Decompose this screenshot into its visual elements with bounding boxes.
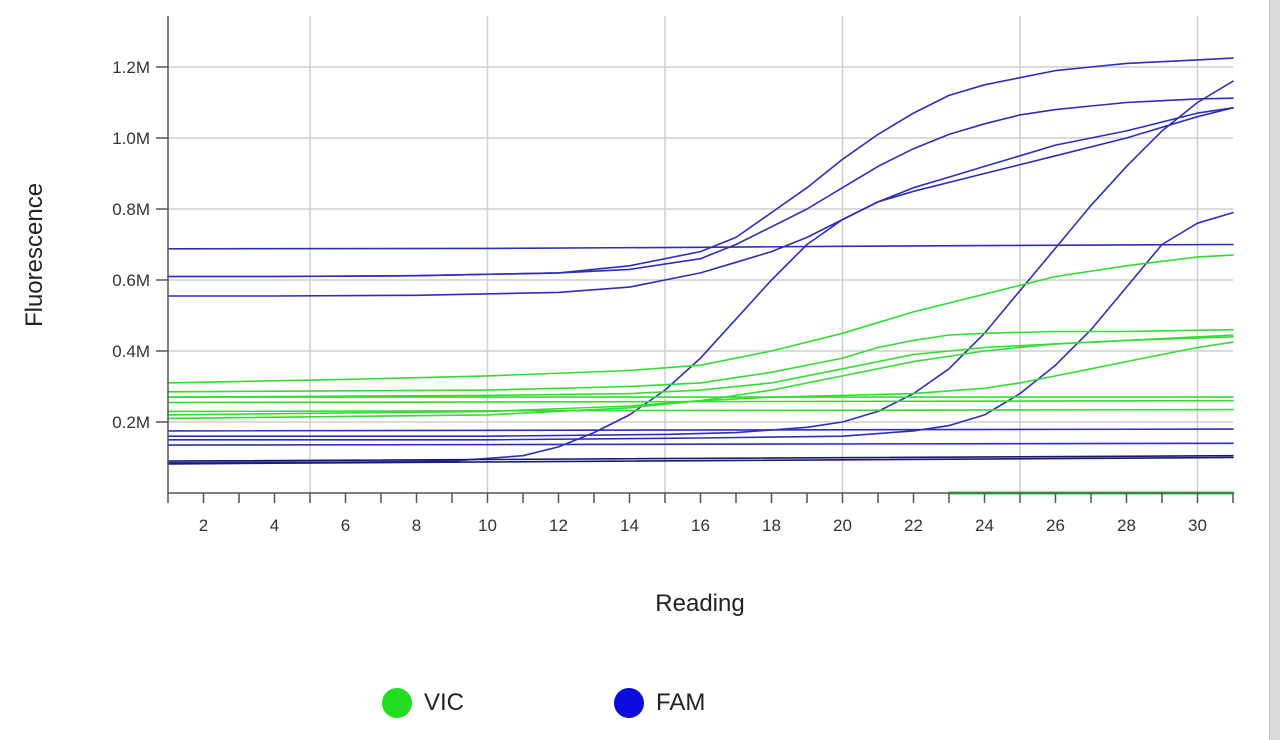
series-line-fam-3[interactable]: [167, 243, 1234, 250]
axis-layer: 0.2M0.4M0.6M0.8M1.0M1.2M2 4 6 8 10 12 14 16 18 20…: [112, 16, 1234, 535]
y-tick-label: 1.0M: [112, 129, 150, 148]
series-line-vic-13[interactable]: [167, 335, 1234, 398]
x-tick-label: 4: [270, 516, 279, 535]
legend-label-fam: FAM: [656, 689, 706, 716]
x-tick-label: 18: [762, 516, 781, 535]
grid-layer: [168, 16, 1233, 493]
x-tick-label: 8: [412, 516, 421, 535]
series-line-fam-8[interactable]: [167, 442, 1234, 446]
series-line-vic-17[interactable]: [167, 399, 1234, 404]
legend: VIC FAM: [382, 688, 855, 718]
series-line-fam-9[interactable]: [167, 456, 1234, 465]
x-tick-label: 24: [975, 516, 994, 535]
series-line-fam-10[interactable]: [167, 454, 1234, 462]
series-line-vic-15[interactable]: [167, 341, 1234, 420]
legend-item-fam[interactable]: FAM: [614, 688, 705, 718]
x-tick-label: 20: [833, 516, 852, 535]
x-tick-label: 26: [1046, 516, 1065, 535]
x-tick-label: 10: [478, 516, 497, 535]
series-line-fam-0[interactable]: [167, 57, 1234, 278]
series-line-vic-14[interactable]: [167, 334, 1234, 416]
series-line-vic-12[interactable]: [167, 328, 1234, 393]
y-tick-label: 0.4M: [112, 342, 150, 361]
x-tick-label: 12: [549, 516, 568, 535]
fam-swatch: [614, 688, 645, 718]
scrollbar[interactable]: [1269, 0, 1280, 740]
y-tick-label: 0.6M: [112, 271, 150, 290]
legend-label-vic: VIC: [424, 689, 465, 716]
vic-swatch: [382, 688, 412, 718]
y-tick-label: 1.2M: [112, 58, 150, 77]
series-line-fam-5[interactable]: [167, 80, 1234, 438]
series-line-fam-1[interactable]: [167, 97, 1234, 278]
series-line-fam-6[interactable]: [167, 211, 1234, 441]
x-tick-label: 2: [199, 516, 208, 535]
series-line-fam-7[interactable]: [167, 428, 1234, 432]
legend-item-vic[interactable]: VIC: [382, 688, 464, 718]
x-tick-label: 16: [691, 516, 710, 535]
y-tick-label: 0.2M: [112, 413, 150, 432]
series-line-fam-2[interactable]: [167, 107, 1234, 297]
series-line-vic-18[interactable]: [167, 408, 1234, 413]
series-line-vic-11[interactable]: [167, 254, 1234, 384]
x-tick-label: 14: [620, 516, 639, 535]
x-tick-label: 6: [341, 516, 350, 535]
x-tick-label: 30: [1188, 516, 1207, 535]
series-layer: [167, 57, 1235, 495]
x-axis-title: Reading: [655, 590, 744, 617]
x-tick-label: 22: [904, 516, 923, 535]
y-axis-title: Fluorescence: [21, 183, 48, 327]
x-tick-label: 28: [1117, 516, 1136, 535]
y-tick-label: 0.8M: [112, 200, 150, 219]
series-line-fam-4[interactable]: [167, 107, 1234, 464]
